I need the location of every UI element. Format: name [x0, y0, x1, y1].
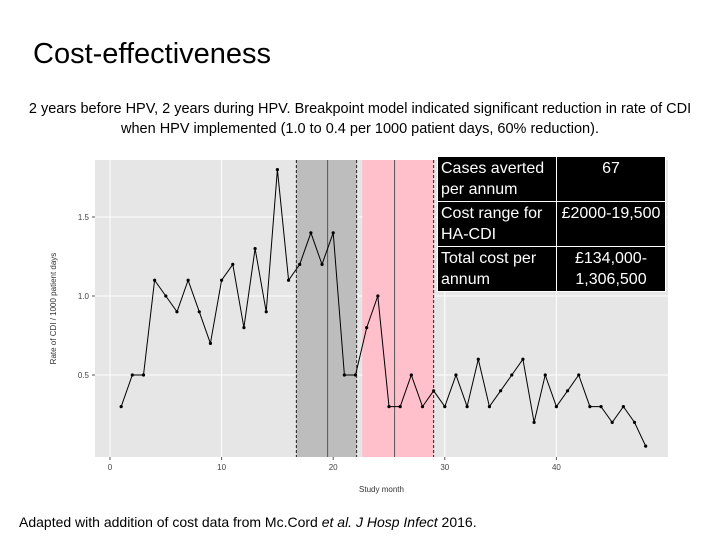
data-point: [119, 405, 123, 409]
data-point: [231, 262, 235, 266]
data-point: [521, 357, 525, 361]
data-point: [186, 278, 190, 282]
cost-table: Cases averted per annum 67 Cost range fo…: [437, 156, 666, 292]
data-point: [420, 405, 425, 409]
data-point: [588, 405, 592, 409]
data-point: [543, 373, 547, 377]
data-point: [331, 231, 335, 235]
source-caption: Adapted with addition of cost data from …: [19, 514, 477, 530]
cost-label-cases: Cases averted per annum: [437, 156, 557, 202]
cost-value-total: £134,000-1,306,500: [556, 246, 666, 292]
data-point: [242, 326, 246, 330]
data-point: [208, 341, 213, 345]
data-point: [253, 247, 257, 251]
data-point: [353, 373, 358, 377]
y-axis-label: Rate of CDI / 1000 patient days: [49, 253, 58, 365]
x-tick-label: 30: [440, 463, 449, 472]
data-point: [432, 389, 436, 393]
cost-row-range: Cost range for HA-CDI £2000-19,500: [437, 201, 666, 247]
data-point: [286, 278, 291, 282]
data-point: [175, 310, 179, 314]
data-point: [465, 405, 469, 409]
x-tick-label: 40: [552, 463, 561, 472]
data-point: [342, 373, 346, 377]
y-tick-label: 1.5: [78, 213, 90, 222]
data-point: [443, 405, 447, 409]
cost-value-range: £2000-19,500: [556, 201, 666, 247]
data-point: [197, 310, 201, 314]
y-tick-label: 1.0: [78, 292, 90, 301]
data-point: [577, 373, 581, 377]
data-point: [130, 373, 134, 377]
x-tick-label: 10: [217, 463, 226, 472]
data-point: [632, 420, 637, 424]
x-tick-label: 20: [329, 463, 338, 472]
cost-row-cases: Cases averted per annum 67: [437, 156, 666, 202]
slide-subtitle: 2 years before HPV, 2 years during HPV. …: [28, 101, 692, 137]
data-point: [376, 294, 380, 298]
caption-italic: et al. J Hosp Infect: [321, 514, 438, 530]
data-point: [409, 373, 413, 377]
y-tick-label: 0.5: [78, 371, 90, 380]
data-point: [320, 262, 324, 266]
data-point: [487, 405, 492, 409]
caption-suffix: 2016.: [437, 514, 477, 530]
data-point: [387, 405, 391, 409]
cost-value-cases: 67: [556, 156, 666, 202]
data-point: [454, 373, 458, 377]
data-point: [476, 357, 480, 361]
data-point: [153, 278, 157, 282]
cost-row-total: Total cost per annum £134,000-1,306,500: [437, 246, 666, 292]
shaded-region-0: [296, 160, 357, 457]
data-point: [164, 294, 168, 298]
data-point: [275, 168, 279, 172]
data-point: [398, 405, 402, 409]
data-point: [565, 389, 570, 393]
data-point: [309, 231, 313, 235]
x-axis-label: Study month: [359, 485, 404, 494]
x-tick-label: 0: [108, 463, 113, 472]
data-point: [554, 405, 559, 409]
data-point: [532, 420, 536, 424]
data-point: [365, 326, 369, 330]
cost-label-range: Cost range for HA-CDI: [437, 201, 557, 247]
data-point: [220, 278, 224, 282]
data-point: [610, 420, 614, 424]
data-point: [644, 444, 648, 448]
data-point: [621, 405, 625, 409]
data-point: [499, 389, 503, 393]
data-point: [141, 373, 146, 377]
caption-prefix: Adapted with addition of cost data from …: [19, 514, 322, 530]
data-point: [264, 310, 268, 314]
series-line: [120, 169, 647, 447]
slide-title: Cost-effectiveness: [33, 38, 272, 70]
cost-label-total: Total cost per annum: [437, 246, 557, 292]
data-point: [510, 373, 514, 377]
data-point: [298, 262, 302, 266]
data-point: [599, 405, 603, 409]
